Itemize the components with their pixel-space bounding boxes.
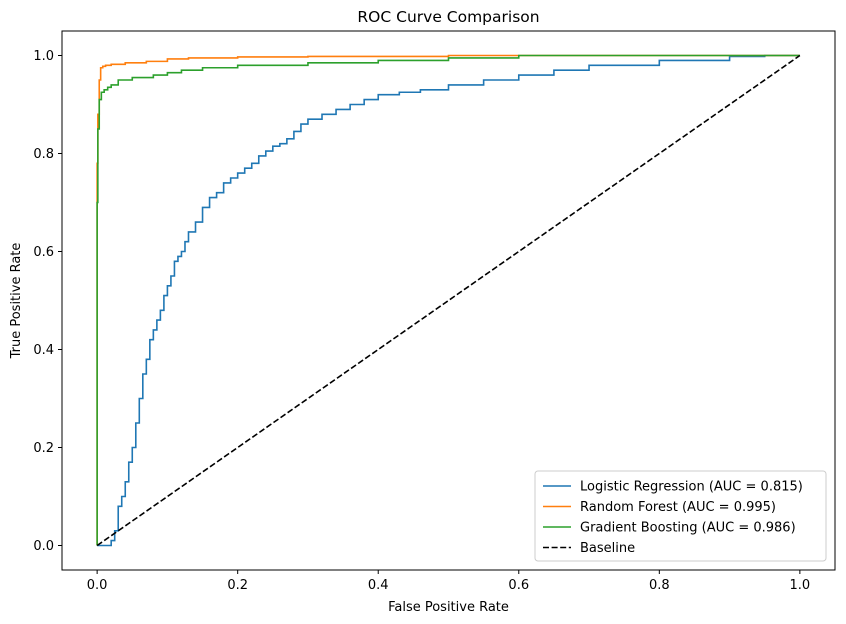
x-tick-label: 0.2 — [227, 578, 248, 593]
x-tick-label: 1.0 — [790, 578, 811, 593]
plot-lines — [96, 54, 801, 547]
x-axis-ticks: 0.0 0.2 0.4 0.6 0.8 1.0 — [87, 570, 810, 593]
series-line-1 — [96, 54, 800, 546]
legend: Logistic Regression (AUC = 0.815) Random … — [534, 470, 827, 562]
legend-box — [534, 470, 827, 562]
chart-title: ROC Curve Comparison — [357, 8, 539, 26]
y-tick-label: 0.2 — [33, 441, 54, 456]
legend-entry-label: Random Forest (AUC = 0.995) — [580, 500, 776, 515]
series-line-0 — [97, 54, 800, 547]
y-tick-label: 0.8 — [33, 147, 54, 162]
y-axis-label: True Positive Rate — [9, 243, 24, 360]
y-tick-label: 1.0 — [33, 49, 54, 64]
series-line-3 — [96, 54, 801, 547]
y-tick-label: 0.4 — [33, 343, 54, 358]
x-tick-label: 0.4 — [368, 578, 389, 593]
x-axis-label: False Positive Rate — [388, 600, 509, 615]
legend-entry-label: Logistic Regression (AUC = 0.815) — [580, 480, 803, 495]
x-tick-label: 0.8 — [649, 578, 670, 593]
legend-entry-label: Baseline — [580, 541, 635, 556]
plot-frame — [61, 30, 836, 571]
x-tick-label: 0.0 — [87, 578, 108, 593]
y-tick-label: 0.6 — [33, 245, 54, 260]
series-line-2 — [96, 54, 800, 546]
legend-entry-label: Gradient Boosting (AUC = 0.986) — [580, 521, 796, 536]
y-axis-ticks: 0.0 0.2 0.4 0.6 0.8 1.0 — [33, 49, 62, 554]
x-tick-label: 0.6 — [508, 578, 529, 593]
y-tick-label: 0.0 — [33, 539, 54, 554]
